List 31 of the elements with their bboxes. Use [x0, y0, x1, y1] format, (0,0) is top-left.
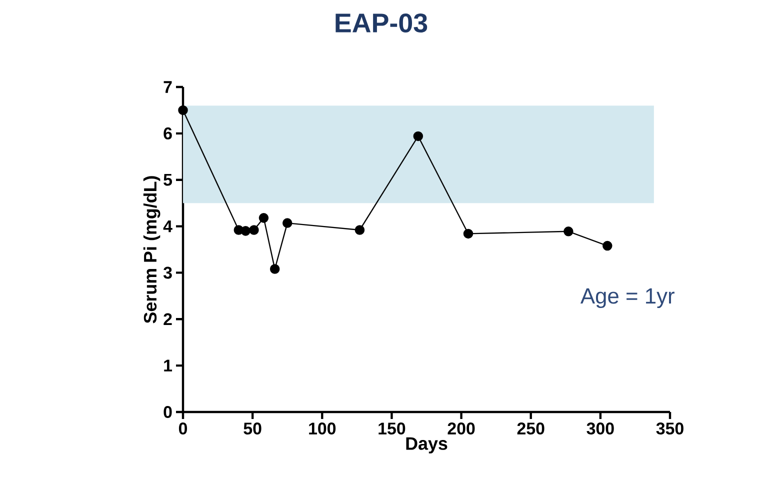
point: [564, 226, 574, 236]
x-tick-label: 200: [448, 422, 475, 435]
x-tick-label: 150: [378, 422, 406, 435]
chart-title: EAP-03: [336, 13, 428, 33]
point: [282, 218, 292, 228]
point: [249, 225, 259, 235]
x-axis-title: Days: [406, 437, 448, 454]
y-tick-label: 7: [164, 81, 172, 93]
y-tick-label: 2: [164, 313, 172, 326]
x-tick-label: 100: [309, 422, 336, 435]
y-tick-label: 4: [163, 220, 172, 232]
y-tick-label: 3: [163, 266, 172, 279]
point: [270, 264, 280, 274]
y-tick-label: 6: [164, 127, 172, 140]
x-tick-label: 250: [517, 422, 544, 435]
x-tick-label: 0: [178, 422, 188, 435]
x-tick-label: 300: [586, 422, 614, 435]
y-axis-title: Serum Pi (mg/dL): [143, 176, 160, 324]
point: [354, 225, 365, 235]
y-tick-label: 1: [164, 360, 172, 372]
y-tick-label: 0: [164, 406, 172, 418]
point: [602, 240, 612, 251]
annotation: Age = 1yr: [580, 288, 674, 308]
x-tick-label: 350: [656, 422, 684, 435]
point: [178, 105, 188, 116]
point: [240, 226, 250, 236]
y-tick-label: 5: [164, 174, 172, 186]
point: [258, 213, 269, 223]
x-tick-label: 50: [244, 422, 262, 435]
point: [463, 228, 474, 239]
point: [413, 131, 424, 142]
